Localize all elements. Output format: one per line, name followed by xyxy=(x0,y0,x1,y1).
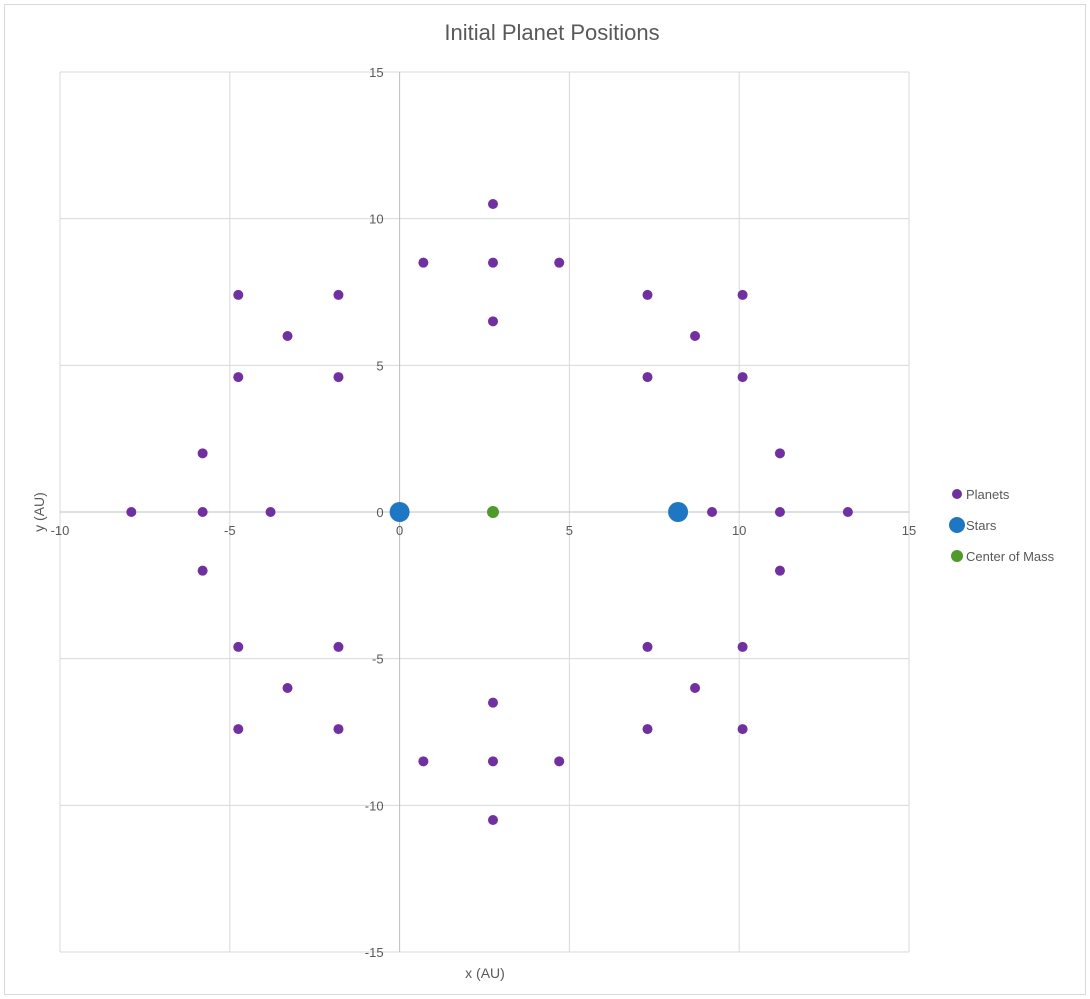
planets-point xyxy=(737,641,748,652)
planets-point xyxy=(333,372,344,383)
planets-point xyxy=(333,641,344,652)
planets-point xyxy=(774,565,785,576)
planets-point xyxy=(265,507,276,517)
planets-point xyxy=(418,756,429,767)
planets-point xyxy=(642,641,653,652)
y-tick-label: 5 xyxy=(376,358,383,373)
planets-point xyxy=(842,507,853,517)
planets-point xyxy=(487,815,498,825)
center-of-mass-point xyxy=(486,506,499,518)
planets-point xyxy=(233,641,244,652)
planets-point xyxy=(487,697,498,708)
legend-item-center-of-mass: Center of Mass xyxy=(951,549,1055,564)
planets-point xyxy=(690,331,701,341)
y-tick-label: -5 xyxy=(372,652,384,667)
y-tick-label: -15 xyxy=(365,945,384,960)
y-tick-label: 15 xyxy=(369,65,383,80)
legend-marker xyxy=(951,550,963,562)
x-tick-label: -5 xyxy=(224,523,236,538)
planets-point xyxy=(197,507,208,517)
planets-point xyxy=(126,507,137,517)
planets-point xyxy=(642,289,653,300)
data-points xyxy=(126,199,853,825)
legend-marker xyxy=(952,489,962,499)
planets-point xyxy=(554,756,565,767)
planets-point xyxy=(737,724,748,735)
legend-item-stars: Stars xyxy=(949,517,997,533)
planets-point xyxy=(737,372,748,383)
y-tick-label: -10 xyxy=(365,798,384,813)
planets-point xyxy=(642,372,653,383)
stars-point xyxy=(389,502,410,522)
planets-point xyxy=(333,289,344,300)
planets-point xyxy=(737,289,748,300)
planets-point xyxy=(487,316,498,327)
planets-point xyxy=(487,199,498,209)
planets-point xyxy=(233,372,244,383)
chart-title: Initial Planet Positions xyxy=(444,20,659,45)
planets-point xyxy=(282,683,293,693)
planets-point xyxy=(233,289,244,300)
planets-point xyxy=(642,724,653,735)
planets-point xyxy=(487,257,498,268)
planets-point xyxy=(333,724,344,735)
legend-label: Planets xyxy=(966,487,1010,502)
planets-point xyxy=(707,507,718,517)
legend: Planets Stars Center of Mass xyxy=(949,487,1055,564)
planets-point xyxy=(690,683,701,693)
planets-point xyxy=(554,257,565,268)
legend-label: Stars xyxy=(966,518,997,533)
legend-marker xyxy=(949,517,965,533)
x-tick-label: 5 xyxy=(566,523,573,538)
planets-point xyxy=(774,448,785,459)
chart-frame xyxy=(4,4,1086,995)
y-axis-title: y (AU) xyxy=(31,492,47,532)
y-tick-label: 0 xyxy=(376,505,383,520)
x-axis-title: x (AU) xyxy=(465,965,505,981)
y-tick-label: 10 xyxy=(369,212,383,227)
tick-labels: -10 -5 0 5 10 15 -15 -10 -5 0 5 10 15 xyxy=(51,65,917,960)
planets-point xyxy=(197,565,208,576)
gridlines xyxy=(59,71,910,953)
planets-point xyxy=(233,724,244,735)
planets-point xyxy=(418,257,429,268)
planets-point xyxy=(774,507,785,517)
x-tick-label: -10 xyxy=(51,523,70,538)
planets-point xyxy=(197,448,208,459)
stars-point xyxy=(668,502,689,522)
x-tick-label: 10 xyxy=(732,523,746,538)
legend-label: Center of Mass xyxy=(966,549,1055,564)
x-tick-label: 0 xyxy=(396,523,403,538)
legend-item-planets: Planets xyxy=(952,487,1010,502)
x-tick-label: 15 xyxy=(902,523,916,538)
planets-point xyxy=(282,331,293,341)
planets-point xyxy=(487,756,498,767)
